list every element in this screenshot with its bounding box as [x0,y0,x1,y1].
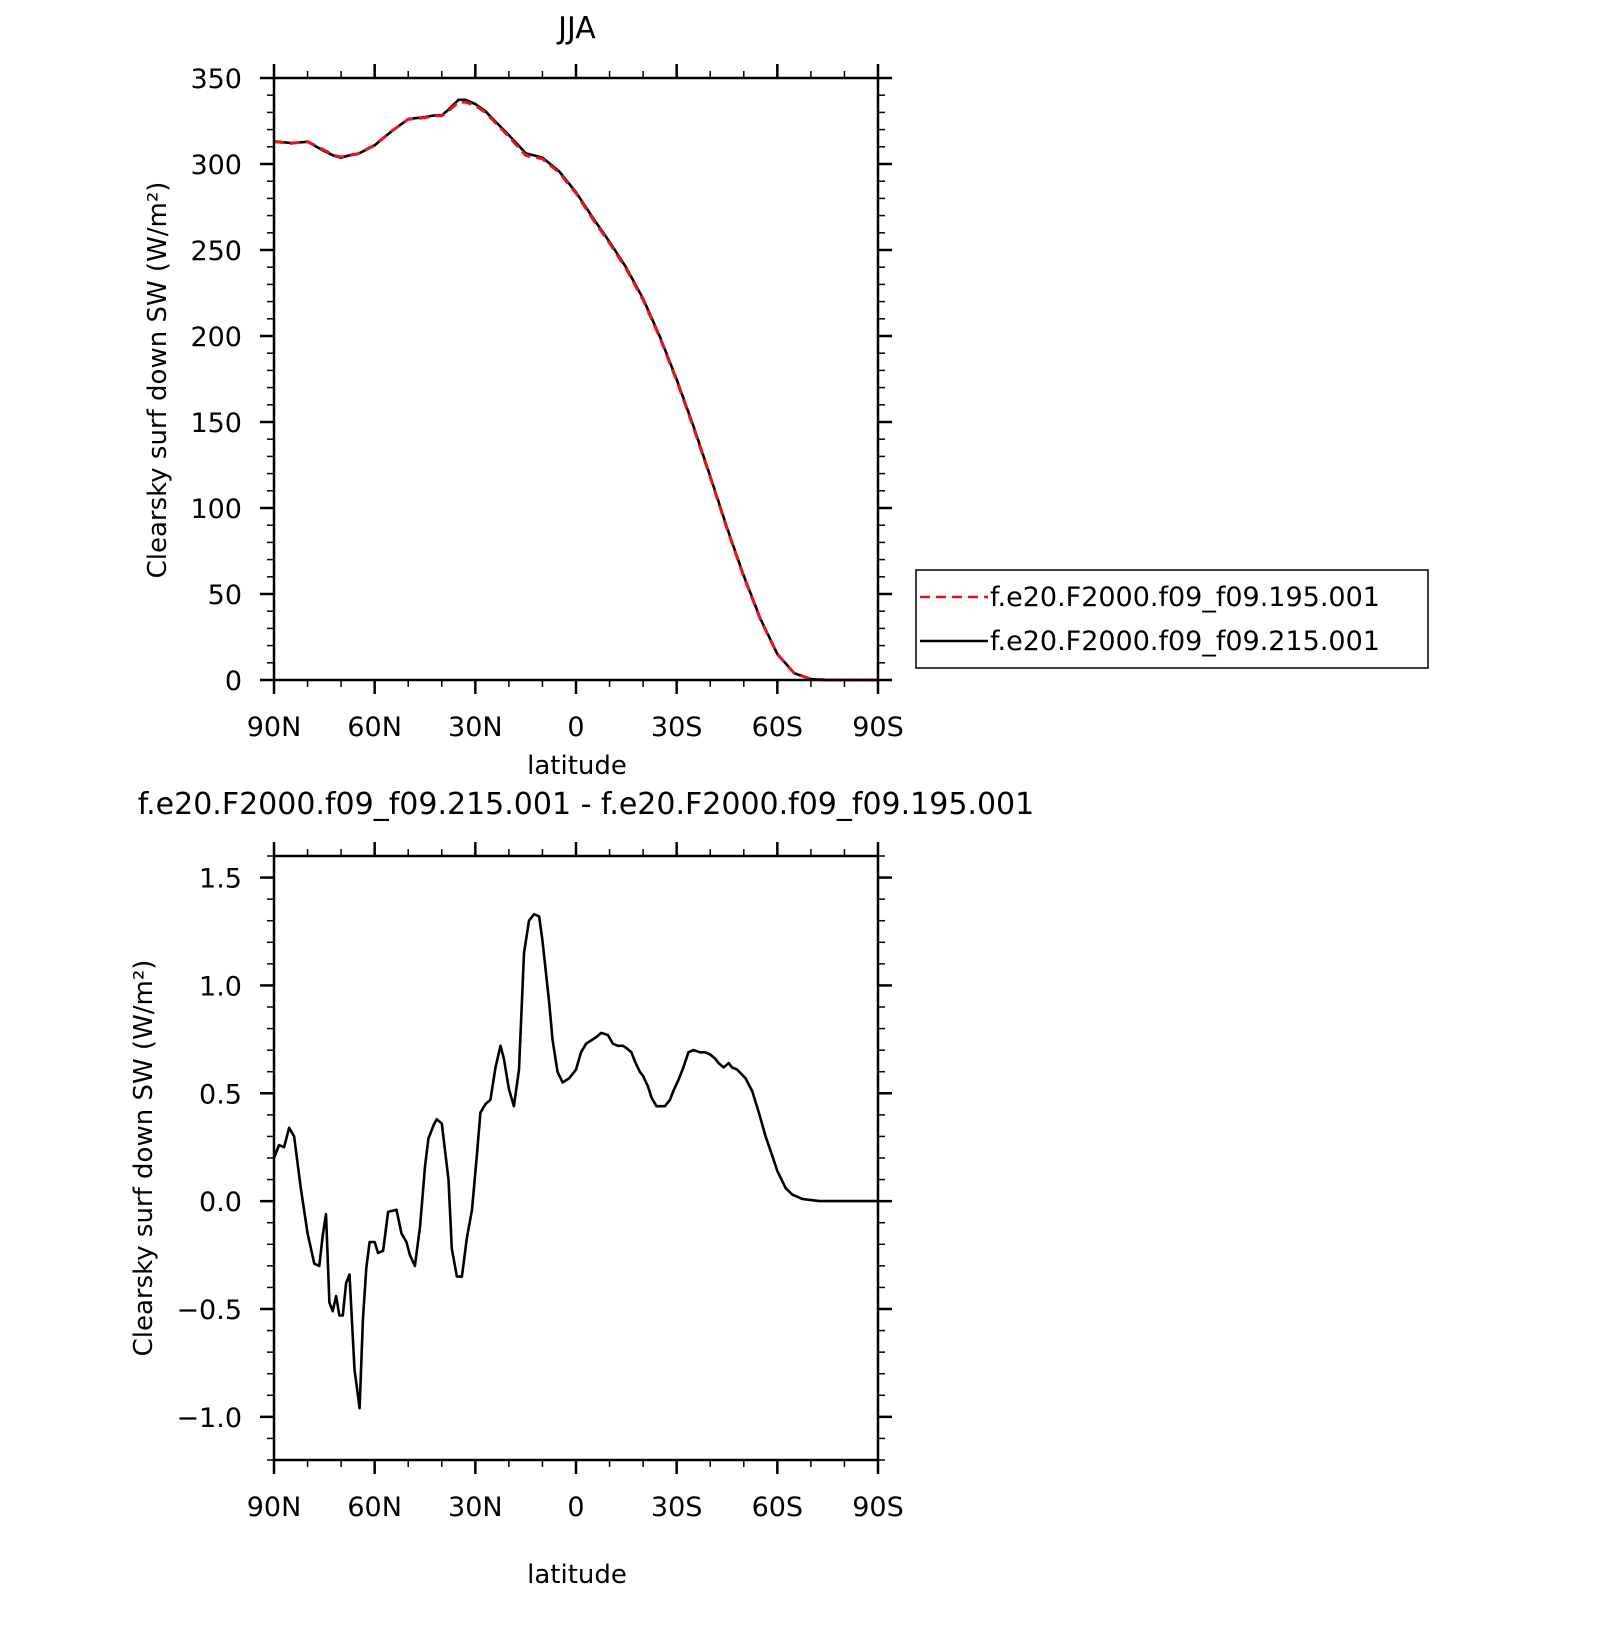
top-plot-title: JJA [556,11,596,46]
legend-box [915,569,1429,669]
bottom-x-tick-label: 30S [651,1492,703,1523]
top-y-tick-label: 150 [190,408,242,439]
top-plot-ticks [260,64,892,694]
top-x-tick-label: 0 [567,712,584,743]
top-y-tick-label: 250 [190,236,242,267]
top-y-tick-labels: 0 50 100 150 200 250 300 350 [190,64,242,697]
top-y-tick-label: 350 [190,64,242,95]
bottom-series-line-0 [272,912,878,1410]
bottom-x-tick-label: 0 [567,1492,584,1523]
bottom-x-axis-label: latitude [527,1560,627,1590]
top-x-tick-label: 90N [247,712,302,743]
top-series-line-0 [273,100,878,682]
bottom-y-tick-label: 1.5 [199,864,242,895]
top-x-tick-label: 60N [347,712,402,743]
top-x-tick-labels: 90N 60N 30N 0 30S 60S 90S [247,712,904,743]
top-x-axis-label: latitude [527,751,627,781]
bottom-x-tick-label: 90S [852,1492,904,1523]
bottom-y-tick-label: 1.0 [199,971,242,1002]
top-y-tick-label: 200 [190,322,242,353]
bottom-y-tick-label: −1.0 [176,1403,242,1434]
bottom-x-tick-labels: 90N 60N 30N 0 30S 60S 90S [247,1492,904,1523]
top-series-line-1 [273,98,878,682]
bottom-x-tick-label: 60N [347,1492,402,1523]
top-x-tick-label: 60S [752,712,804,743]
top-x-tick-label: 30S [651,712,703,743]
bottom-plot: f.e20.F2000.f09_f09.215.001 - f.e20.F200… [129,787,1034,1590]
top-plot: JJA 0 50 100 150 200 250 300 350 90N 60N 30N 0 30S 6… [143,11,1429,781]
legend-label-215: f.e20.F2000.f09_f09.215.001 [990,626,1380,657]
top-y-tick-label: 0 [225,666,242,697]
bottom-y-axis-label: Clearsky surf down SW (W/m²) [129,960,159,1357]
bottom-y-tick-labels: −1.0 −0.5 0.0 0.5 1.0 1.5 [176,864,242,1434]
bottom-x-tick-label: 30N [448,1492,503,1523]
top-y-tick-label: 50 [208,580,242,611]
top-y-axis-label: Clearsky surf down SW (W/m²) [143,182,173,579]
top-x-tick-label: 30N [448,712,503,743]
bottom-plot-series [272,912,878,1410]
bottom-plot-ticks [260,842,892,1474]
bottom-plot-frame [272,854,880,1462]
legend: f.e20.F2000.f09_f09.195.001 f.e20.F2000.… [915,569,1429,669]
top-x-tick-label: 90S [852,712,904,743]
bottom-x-tick-label: 60S [752,1492,804,1523]
top-y-tick-label: 100 [190,494,242,525]
top-plot-series [273,98,878,682]
top-y-tick-label: 300 [190,150,242,181]
bottom-plot-title: f.e20.F2000.f09_f09.215.001 - f.e20.F200… [138,787,1034,822]
bottom-y-tick-label: 0.5 [199,1079,242,1110]
bottom-x-tick-label: 90N [247,1492,302,1523]
legend-label-195: f.e20.F2000.f09_f09.195.001 [990,582,1380,613]
bottom-y-tick-label: −0.5 [176,1295,242,1326]
bottom-y-tick-label: 0.0 [199,1187,242,1218]
top-plot-frame [272,76,880,682]
